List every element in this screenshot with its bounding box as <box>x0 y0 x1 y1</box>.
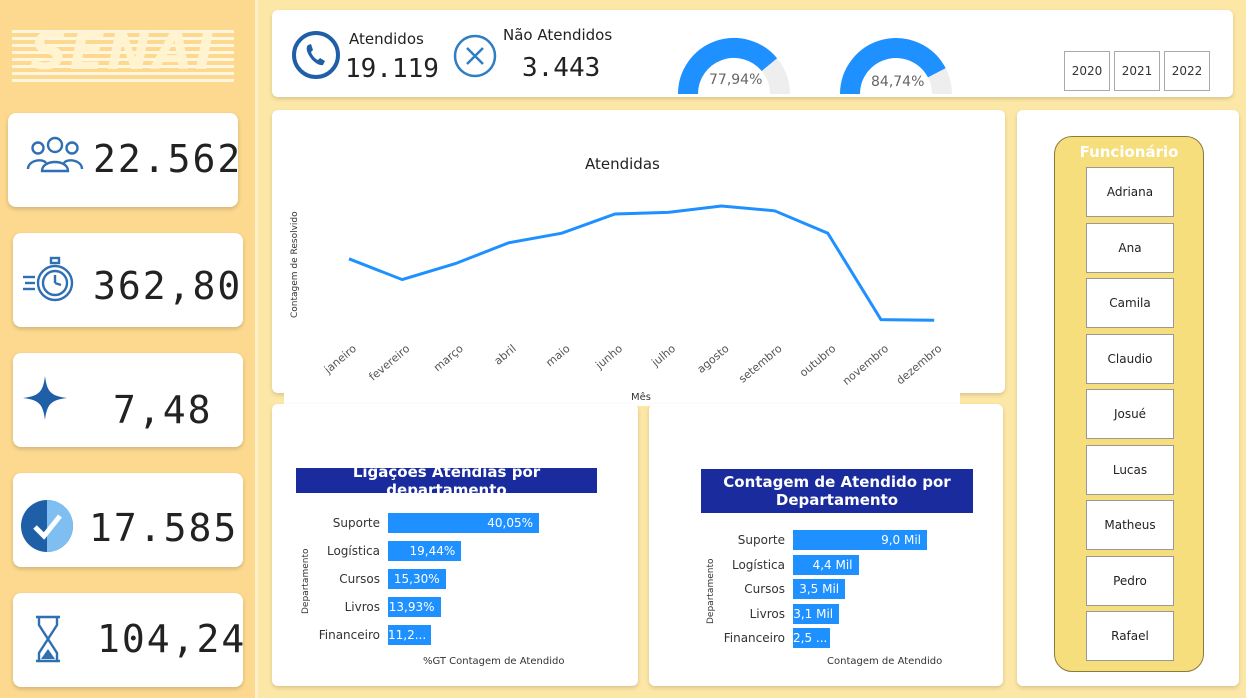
bar-category-label: Logística <box>326 544 380 558</box>
line-chart-panel: Atendidas Contagem de Resolvido janeiro f… <box>272 110 1005 393</box>
dept-chart-2-panel: Contagem de Atendido por Departamento De… <box>649 404 1003 686</box>
dept-chart-1-title: Ligações Atendias por departamento <box>296 463 597 499</box>
sidebar: SENAI 22.562 362,80 7,48 <box>0 0 258 698</box>
dept-chart-1-panel: Ligações Atendias por departamento Depar… <box>272 404 638 686</box>
employee-button[interactable]: Rafael <box>1086 611 1174 661</box>
kpi-card-rating: 7,48 <box>13 353 243 447</box>
kpi-value-time: 362,80 <box>93 264 243 308</box>
close-circle-icon <box>453 34 497 78</box>
bar-category-label: Logística <box>731 557 785 572</box>
bar-category-label: Cursos <box>339 572 380 586</box>
series-line <box>348 204 935 322</box>
bar[interactable]: 13,93% <box>388 597 441 617</box>
attended-value: 19.119 <box>345 54 439 84</box>
bar[interactable]: 2,5 ... <box>793 628 831 648</box>
attended-label: Atendidos <box>349 30 424 48</box>
bar-category-label: Livros <box>749 606 785 621</box>
kpi-value-rating: 7,48 <box>113 388 213 432</box>
bar[interactable]: 9,0 Mil <box>793 530 927 550</box>
year-button-2021[interactable]: 2021 <box>1114 51 1160 91</box>
employee-button[interactable]: Matheus <box>1086 500 1174 550</box>
check-circle-icon <box>21 500 73 552</box>
bar[interactable]: 40,05% <box>388 513 539 533</box>
line-chart-x-label: Mês <box>631 392 651 403</box>
slicer-title: Funcionário <box>1079 143 1179 161</box>
bar[interactable]: 4,4 Mil <box>793 554 859 575</box>
line-chart-x-label-band: Mês <box>284 392 960 406</box>
header-panel: Atendidos 19.119 Não Atendidos 3.443 77,… <box>272 10 1233 97</box>
resolution-rate-gauge <box>840 38 952 94</box>
bar[interactable]: 11,2... <box>388 625 431 645</box>
bar-category-label: Suporte <box>332 516 380 530</box>
not-attended-label: Não Atendidos <box>503 26 613 44</box>
not-attended-value: 3.443 <box>522 53 601 83</box>
bar-category-label: Cursos <box>744 582 785 596</box>
dept-chart-1-x-label: %GT Contagem de Atendido <box>423 656 565 667</box>
bar[interactable]: 3,5 Mil <box>793 579 846 599</box>
bar[interactable]: 15,30% <box>388 569 446 589</box>
bar-category-label: Suporte <box>737 533 785 547</box>
attended-rate-label: 77,94% <box>709 72 763 88</box>
employee-button[interactable]: Lucas <box>1086 444 1174 495</box>
bar[interactable]: 3,1 Mil <box>793 603 840 624</box>
gauge-fill <box>840 38 946 94</box>
employee-button[interactable]: Pedro <box>1086 555 1174 606</box>
bar-category-label: Financeiro <box>318 628 380 642</box>
stopwatch-icon <box>23 256 74 302</box>
year-button-2020[interactable]: 2020 <box>1064 51 1110 91</box>
bar-category-label: Livros <box>344 600 380 614</box>
line-chart-title: Atendidas <box>585 155 660 173</box>
kpi-card-time: 362,80 <box>13 233 243 327</box>
logo-text: SENAI <box>29 26 217 82</box>
phone-icon <box>292 31 340 79</box>
hourglass-icon <box>36 615 60 663</box>
employee-button[interactable]: Camila <box>1086 278 1174 328</box>
kpi-value-resolved: 17.585 <box>89 506 239 550</box>
kpi-card-resolved: 17.585 <box>13 473 243 567</box>
users-icon <box>26 136 84 173</box>
attended-rate-gauge <box>678 37 790 94</box>
dept-chart-2-title: Contagem de Atendido por Departamento <box>701 469 973 513</box>
senai-logo: SENAI <box>12 26 234 82</box>
employee-button[interactable]: Adriana <box>1086 167 1174 217</box>
resolution-rate-label: 84,74% <box>871 74 925 90</box>
bar-category-label: Financeiro <box>723 631 785 645</box>
employee-button[interactable]: Claudio <box>1086 333 1174 384</box>
kpi-card-duration: 104,24 <box>13 593 247 687</box>
kpi-card-total: 22.562 <box>8 113 240 207</box>
employee-slicer: Funcionário Adriana Ana Camila Claudio Josué… <box>1054 136 1204 672</box>
kpi-value-total: 22.562 <box>93 137 243 181</box>
kpi-value-duration: 104,24 <box>97 617 247 661</box>
employee-button[interactable]: Josué <box>1086 389 1174 439</box>
bar[interactable]: 19,44% <box>388 541 462 561</box>
dept-chart-2-x-label: Contagem de Atendido <box>827 656 943 667</box>
year-button-2022[interactable]: 2022 <box>1164 51 1210 91</box>
gauge-fill <box>678 37 778 94</box>
employee-button[interactable]: Ana <box>1086 222 1174 273</box>
line-chart-plot <box>348 204 935 322</box>
star-icon <box>23 376 67 420</box>
